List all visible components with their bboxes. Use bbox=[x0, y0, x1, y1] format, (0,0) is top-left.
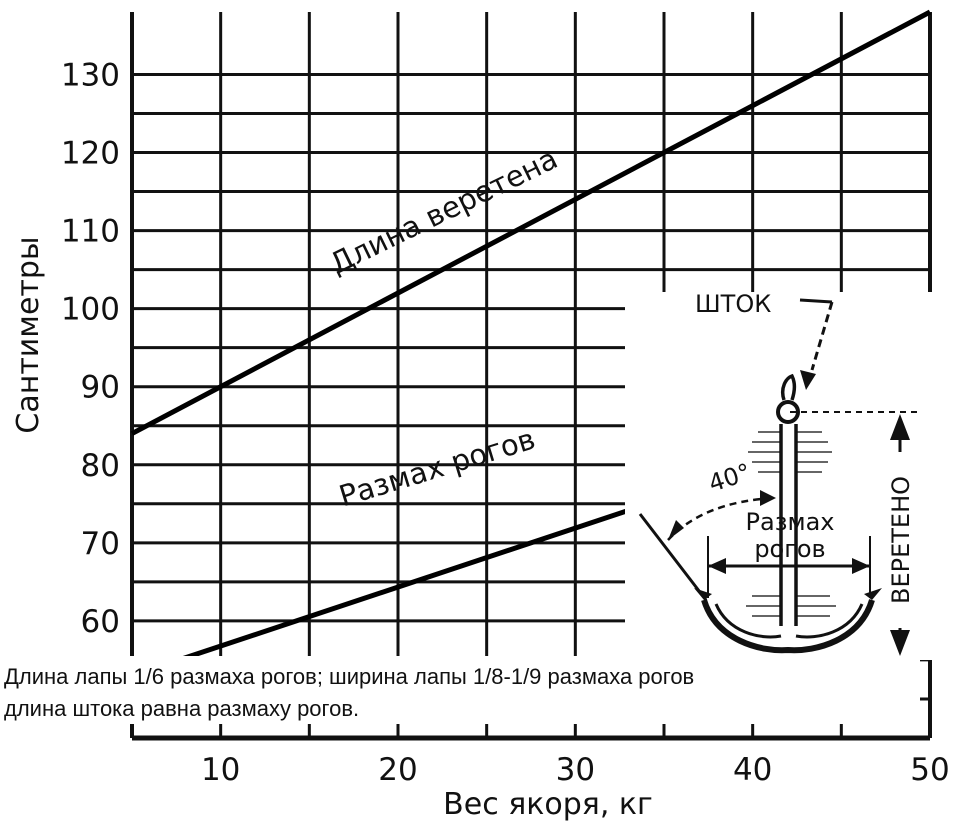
series-line-0 bbox=[130, 9, 932, 436]
span-label-line2: рогов bbox=[754, 535, 825, 563]
y-tick-label: 130 bbox=[61, 57, 120, 93]
anchor-arms-inner bbox=[714, 603, 864, 639]
anchor-ring bbox=[776, 400, 800, 424]
span-arrow-heads bbox=[708, 558, 870, 574]
angle-arrow-head bbox=[760, 490, 776, 506]
caption-line-1: Длина лапы 1/6 размаха рогов; ширина лап… bbox=[4, 664, 694, 689]
stock-label: ШТОК bbox=[695, 290, 771, 318]
y-tick-label: 110 bbox=[61, 214, 120, 250]
y-tick-label: 60 bbox=[81, 604, 120, 640]
y-axis-title: Сантиметры bbox=[11, 236, 46, 433]
x-tick-label: 40 bbox=[733, 752, 772, 788]
y-tick-label: 100 bbox=[61, 292, 120, 328]
anchor-shackle bbox=[780, 373, 797, 401]
series-label-spindle: Длина веретена bbox=[324, 141, 562, 281]
anchor-hatching-top bbox=[748, 431, 832, 473]
spindle-label-background bbox=[884, 452, 916, 628]
angle-arc bbox=[667, 496, 777, 541]
y-tick-label: 120 bbox=[61, 136, 120, 172]
anchor-diagram: ШТОК 40° Размах рогов ВЕРЕТЕНО bbox=[625, 290, 937, 660]
spindle-label: ВЕРЕТЕНО bbox=[887, 476, 915, 604]
spindle-arrow-heads bbox=[890, 414, 910, 656]
angle-leader-line bbox=[638, 513, 708, 601]
stock-arrow-head bbox=[800, 370, 816, 390]
anchor-shank bbox=[779, 424, 798, 626]
x-tick-label: 50 bbox=[910, 752, 949, 788]
caption-background bbox=[0, 656, 920, 724]
stock-leader-top bbox=[799, 298, 833, 304]
series-label-horn-span: Размах рогов bbox=[335, 422, 539, 514]
x-tick-label: 30 bbox=[556, 752, 595, 788]
y-tick-label: 80 bbox=[81, 448, 120, 484]
y-tick-label: 90 bbox=[81, 370, 120, 406]
angle-arrow-tail bbox=[668, 520, 684, 540]
anchor-hatching-bottom bbox=[746, 595, 836, 617]
x-axis-title: Вес якоря, кг bbox=[443, 787, 653, 822]
x-tick-label: 10 bbox=[201, 752, 240, 788]
x-tick-label: 20 bbox=[378, 752, 417, 788]
anchor-arms bbox=[701, 599, 875, 654]
caption-line-2: длина штока равна размаху рогов. bbox=[4, 696, 359, 721]
y-tick-label: 70 bbox=[81, 526, 120, 562]
span-label-line1: Размах bbox=[746, 508, 835, 536]
stock-leader-dash bbox=[810, 301, 834, 371]
